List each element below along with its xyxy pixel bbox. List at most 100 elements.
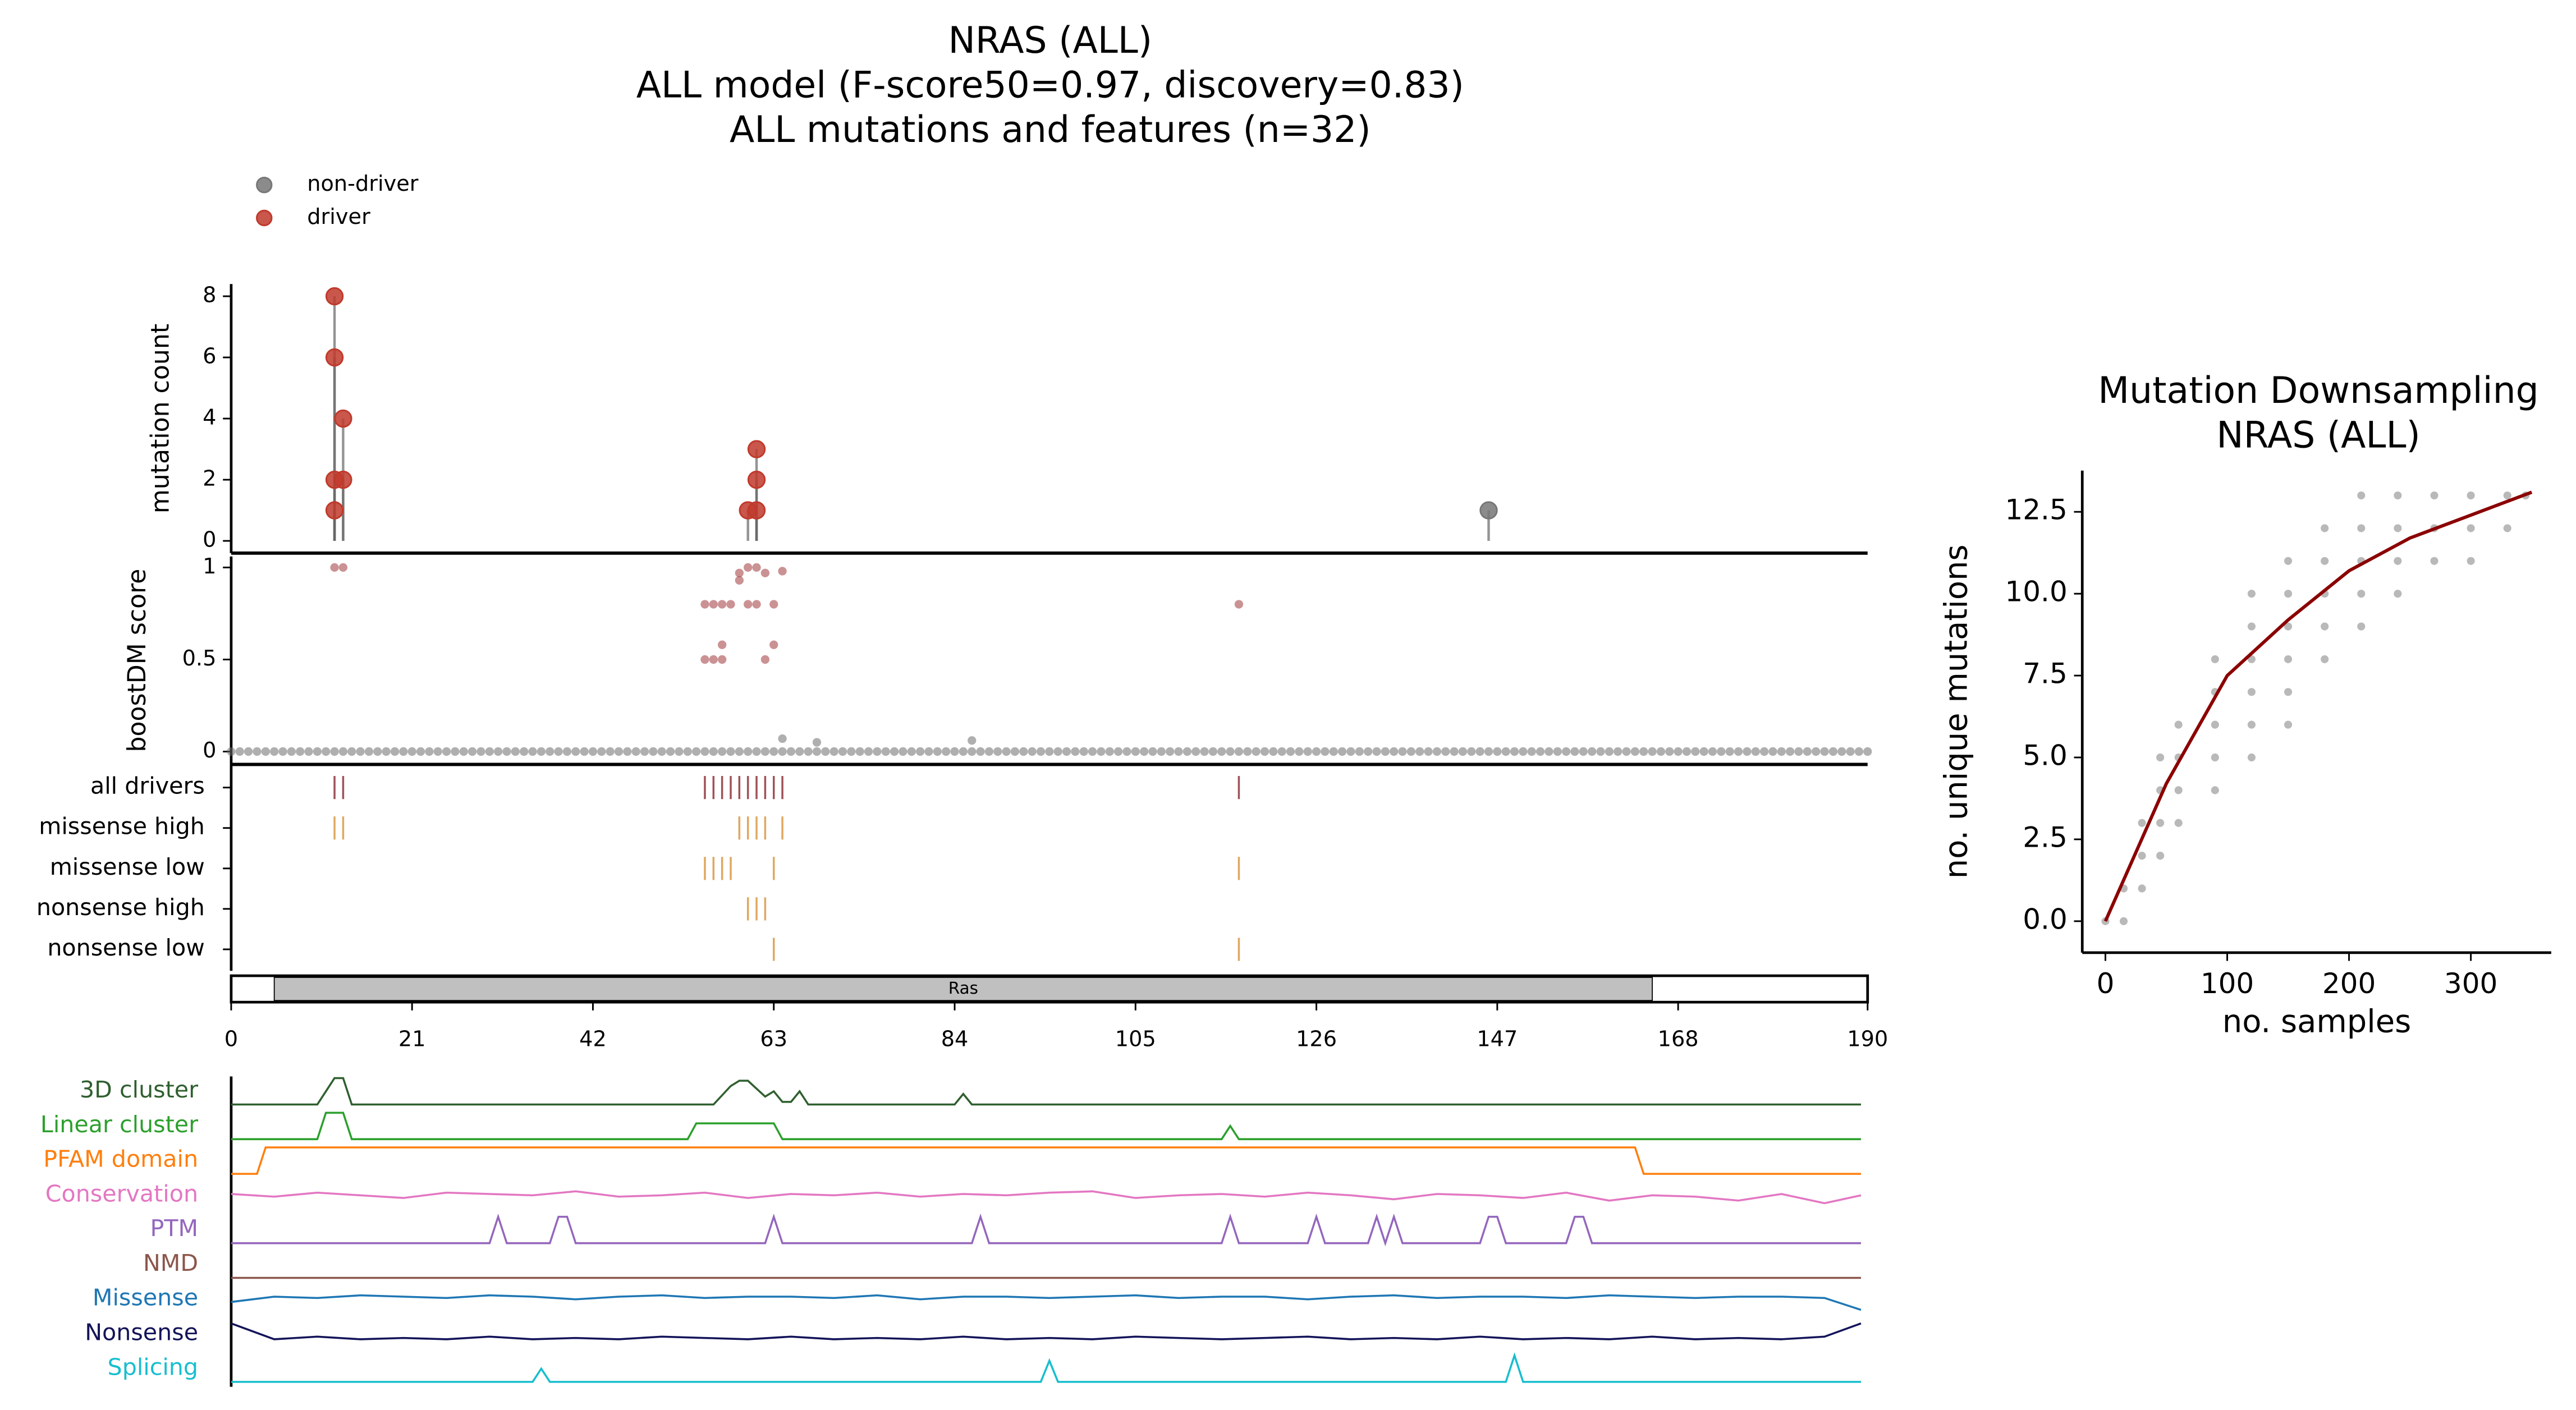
- point: [1828, 747, 1838, 756]
- domain: [273, 977, 1653, 1002]
- point: [528, 747, 537, 756]
- point: [1708, 747, 1717, 756]
- row-label: missense high: [39, 813, 205, 840]
- point: [1648, 747, 1657, 756]
- point: [976, 747, 985, 756]
- point: [1630, 747, 1640, 756]
- x-tick-label: 168: [1658, 1026, 1699, 1051]
- point: [278, 747, 287, 756]
- point: [1406, 747, 1416, 756]
- point: [1139, 747, 1149, 756]
- point: [950, 747, 959, 756]
- point: [1493, 747, 1502, 756]
- point: [2211, 786, 2219, 794]
- point: [968, 736, 977, 745]
- point: [467, 747, 477, 756]
- point: [1019, 747, 1028, 756]
- y-tick-label: 5.0: [2023, 739, 2068, 771]
- point: [1036, 747, 1046, 756]
- point: [433, 747, 442, 756]
- point: [1794, 747, 1803, 756]
- point: [821, 747, 830, 756]
- feature-label: NMD: [143, 1250, 198, 1276]
- point: [1157, 747, 1166, 756]
- point: [666, 747, 675, 756]
- point: [675, 747, 684, 756]
- x-tick-label: 84: [941, 1026, 969, 1051]
- point: [1665, 747, 1674, 756]
- point: [373, 747, 382, 756]
- point: [1398, 747, 1407, 756]
- point: [614, 747, 624, 756]
- point: [2247, 622, 2256, 631]
- point: [347, 747, 356, 756]
- point: [1674, 747, 1683, 756]
- point: [1122, 747, 1131, 756]
- point: [1053, 747, 1062, 756]
- point: [364, 747, 374, 756]
- point: [2394, 557, 2402, 565]
- point: [1854, 747, 1864, 756]
- y-tick-label: 7.5: [2023, 658, 2068, 690]
- point: [2156, 852, 2165, 860]
- point: [580, 747, 589, 756]
- point: [881, 747, 890, 756]
- point: [1743, 747, 1752, 756]
- point: [1295, 747, 1304, 756]
- point: [2284, 655, 2293, 663]
- point: [2357, 590, 2366, 598]
- point: [1450, 747, 1459, 756]
- legend-marker: [256, 176, 273, 194]
- point: [2357, 622, 2366, 631]
- feature-label: 3D cluster: [80, 1076, 198, 1103]
- point: [287, 747, 296, 756]
- row-label: all drivers: [90, 773, 205, 800]
- point: [356, 747, 365, 756]
- point: [700, 747, 709, 756]
- point: [786, 747, 796, 756]
- point: [744, 747, 753, 756]
- y-axis-label: no. unique mutations: [1938, 544, 1975, 879]
- feature-line: [231, 1146, 1861, 1175]
- point: [1303, 747, 1312, 756]
- feature-label: Missense: [93, 1284, 198, 1311]
- point: [829, 747, 838, 756]
- point: [2247, 753, 2256, 762]
- point: [700, 655, 709, 664]
- point: [1579, 747, 1588, 756]
- point: [1656, 747, 1666, 756]
- point: [993, 747, 1002, 756]
- point: [1561, 747, 1571, 756]
- point: [855, 747, 864, 756]
- row-label: nonsense low: [47, 934, 205, 961]
- point: [1079, 747, 1088, 756]
- point: [1355, 747, 1364, 756]
- x-tick-label: 190: [1847, 1026, 1888, 1051]
- point: [1346, 747, 1355, 756]
- chart-subtitle: ALL mutations and features (n=32): [730, 109, 1371, 151]
- point: [2321, 655, 2329, 663]
- point: [416, 747, 425, 756]
- point: [502, 747, 511, 756]
- point: [778, 734, 787, 743]
- point: [451, 747, 460, 756]
- point: [1260, 747, 1269, 756]
- point: [1475, 747, 1484, 756]
- point: [2156, 819, 2165, 827]
- point: [718, 747, 727, 756]
- point: [2357, 491, 2366, 500]
- point: [657, 747, 666, 756]
- point: [847, 747, 856, 756]
- point: [1312, 747, 1321, 756]
- point: [322, 747, 331, 756]
- point: [1088, 747, 1097, 756]
- point: [760, 655, 770, 664]
- point: [1226, 747, 1235, 756]
- point: [1148, 747, 1157, 756]
- point: [700, 600, 709, 609]
- chart-subtitle: NRAS (ALL): [2216, 414, 2421, 456]
- point: [2174, 720, 2183, 729]
- point: [709, 600, 718, 609]
- x-tick-label: 200: [2322, 967, 2376, 1000]
